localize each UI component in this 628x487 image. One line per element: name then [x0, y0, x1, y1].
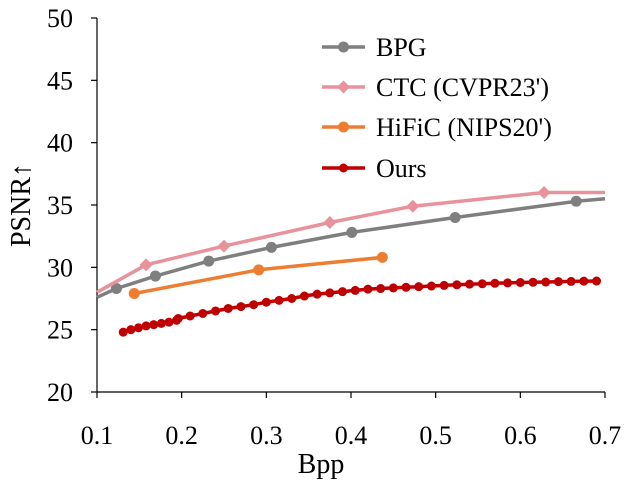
data-point-bpg [203, 255, 215, 267]
data-point-ours [338, 287, 348, 297]
data-point-ours [173, 313, 183, 323]
data-point-ours [566, 276, 576, 286]
series-bpg [96, 195, 606, 299]
data-point-hific-nips20 [128, 288, 140, 300]
x-tick-label: 0.4 [335, 421, 368, 450]
data-point-ours [261, 297, 271, 307]
data-point-ours [503, 278, 513, 288]
data-point-ours [376, 284, 386, 294]
x-tick-label: 0.6 [504, 421, 537, 450]
data-point-ours [452, 280, 462, 290]
data-point-ours [325, 288, 335, 298]
data-point-ours [541, 277, 551, 287]
data-point-ours [312, 289, 322, 299]
legend-label: CTC (CVPR23') [376, 73, 549, 102]
x-tick-label: 0.7 [589, 421, 622, 450]
data-point-bpg [149, 270, 161, 282]
y-tick-label: 30 [47, 253, 73, 282]
data-point-ours [164, 317, 174, 327]
data-point-hific-nips20 [376, 251, 388, 263]
x-tick-label: 0.1 [81, 421, 114, 450]
data-point-ours [553, 277, 563, 287]
legend-swatch-marker [338, 41, 349, 53]
y-tick-label: 45 [47, 66, 73, 95]
data-point-bpg [570, 195, 582, 207]
x-tick-label: 0.5 [419, 421, 452, 450]
y-tick-label: 40 [47, 129, 73, 158]
axes: 0.1 0.2 0.3 0.4 0.5 0.6 0.7 20 25 30 35 40 45 50 [47, 4, 621, 450]
data-point-ours [274, 295, 284, 305]
series-line-ours [122, 279, 597, 334]
data-point-ours [211, 306, 221, 316]
data-point-ctc-cvpr23 [406, 199, 420, 213]
data-point-ours [465, 279, 475, 289]
data-point-ctc-cvpr23 [139, 258, 153, 272]
y-tick-label: 20 [47, 378, 73, 407]
x-axis-label: Bpp [298, 449, 345, 480]
data-point-ctc-cvpr23 [217, 239, 231, 253]
data-point-ours [414, 282, 424, 292]
data-point-ours [477, 279, 487, 289]
data-point-ours [592, 276, 602, 286]
y-tick-label: 35 [47, 191, 73, 220]
data-point-bpg [265, 241, 277, 253]
legend-item-bpg: BPG [322, 33, 427, 62]
data-point-ours [141, 321, 151, 331]
x-tick-label: 0.3 [250, 421, 283, 450]
legend-label: BPG [376, 33, 427, 62]
data-point-ours [156, 318, 166, 328]
data-point-ours [287, 294, 297, 303]
series-ctc-cvpr23 [96, 186, 605, 294]
data-point-ours [426, 281, 436, 291]
data-point-ours [579, 276, 589, 286]
series-hific-nips20 [128, 251, 388, 300]
data-point-ours [149, 320, 159, 330]
data-point-ctc-cvpr23 [537, 186, 551, 200]
legend-item-ctc-cvpr23: CTC (CVPR23') [322, 73, 549, 102]
legend-item-ours: Ours [322, 154, 427, 183]
legend-label: Ours [376, 154, 427, 183]
data-point-bpg [449, 211, 461, 223]
data-point-ours [490, 278, 500, 288]
y-tick-label: 25 [47, 316, 73, 345]
data-point-hific-nips20 [253, 264, 265, 276]
series-layer [96, 186, 606, 337]
data-point-ours [515, 278, 525, 288]
legend-item-hific-nips20: HiFiC (NIPS20') [322, 113, 552, 142]
legend-swatch-marker [339, 163, 348, 173]
legend-swatch-marker [337, 80, 350, 94]
legend: BPG CTC (CVPR23') HiFiC (NIPS20') Ours [322, 33, 552, 183]
data-point-ours [249, 300, 259, 310]
y-axis-label: PSNR↑ [6, 163, 37, 247]
data-point-ours [401, 282, 411, 292]
data-point-ours [118, 327, 128, 337]
x-tick-label: 0.2 [165, 421, 198, 450]
data-point-ctc-cvpr23 [323, 215, 337, 229]
data-point-ours [299, 291, 309, 301]
data-point-ours [363, 284, 373, 294]
data-point-ours [439, 280, 449, 290]
data-point-ours [236, 302, 246, 312]
data-point-ours [350, 285, 360, 295]
data-point-ours [223, 303, 233, 313]
data-point-ours [126, 325, 136, 335]
data-point-ours [198, 308, 208, 318]
y-tick-label: 50 [47, 4, 73, 33]
data-point-ours [185, 311, 195, 321]
data-point-ours [133, 323, 143, 333]
data-point-ours [388, 283, 398, 293]
legend-swatch-marker [338, 121, 349, 133]
data-point-bpg [346, 226, 358, 238]
legend-label: HiFiC (NIPS20') [376, 113, 552, 142]
data-point-bpg [110, 283, 122, 295]
data-point-ours [528, 277, 538, 287]
series-ours [118, 276, 602, 337]
